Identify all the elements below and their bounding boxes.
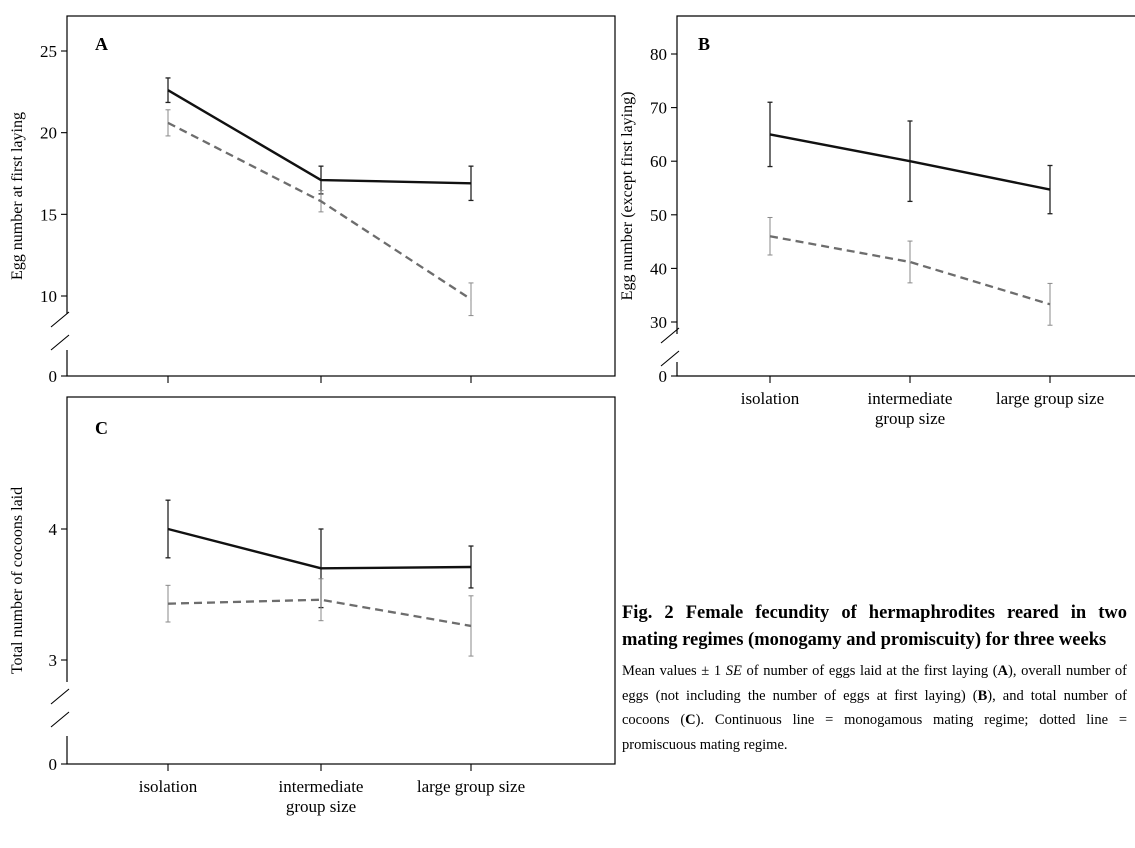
caption-text-5: ). Continuous line = monogamous mating r…	[622, 712, 1127, 753]
y-tick-label: 3	[49, 651, 58, 670]
panel-letter: A	[95, 34, 108, 54]
series-line-monogamous	[769, 133, 1051, 191]
series-line-promiscuous	[769, 235, 1051, 306]
series-line-promiscuous	[167, 121, 472, 301]
x-tick-label: large group size	[417, 777, 525, 796]
axis-break-slash	[50, 334, 70, 351]
x-tick-label: intermediate group size	[868, 389, 953, 428]
series-line-monogamous	[167, 527, 472, 570]
caption-text-4: ), and total number of cocoons (	[622, 687, 1127, 729]
axis-break-gap	[64, 314, 70, 350]
caption-title: Fig. 2 Female fecundity of hermaphrodite…	[622, 603, 1127, 650]
y-axis-label: Egg number (except first laying)	[619, 92, 636, 301]
y-tick-label: 70	[650, 99, 667, 118]
y-tick-label: 15	[40, 205, 57, 224]
caption-ref-b: B	[977, 687, 988, 704]
series-line-promiscuous	[167, 598, 472, 628]
y-tick-label: 80	[650, 45, 667, 64]
y-axis-label: Total number of cocoons laid	[9, 487, 26, 674]
axis-break-slash	[50, 688, 70, 705]
caption-ref-a: A	[997, 663, 1009, 679]
x-tick-label: isolation	[741, 389, 800, 408]
panel-letter: C	[95, 418, 108, 438]
caption-text-3: ), overall number of eggs (not including…	[622, 663, 1127, 704]
y-tick-label: 4	[49, 520, 58, 539]
y-tick-label: 20	[40, 124, 57, 143]
series-line-monogamous	[167, 89, 472, 185]
panel-a-chart: 0 10 15 20 25 Egg number at first laying A	[9, 15, 616, 386]
plot-frame	[66, 396, 616, 765]
plot-frame	[676, 15, 1135, 377]
axis-break-slash	[660, 350, 680, 367]
y-tick-label: 25	[40, 42, 57, 61]
axis-break-gap	[64, 682, 70, 736]
y-tick-label: 0	[659, 367, 668, 386]
panel-c-chart: 0 3 4 Total number of cocoons laid isolation…	[9, 396, 616, 816]
caption-body: Mean values ± 1 SE of number of eggs lai…	[622, 659, 1127, 757]
caption-text-2: of number of eggs laid at the first layi…	[741, 663, 998, 679]
y-tick-label: 60	[650, 152, 667, 171]
panel-b-chart: 0 30 40 50 60 70 80 Egg number (except first la…	[619, 15, 1135, 428]
caption-text-1: Mean values ± 1	[622, 663, 726, 679]
x-tick-label: isolation	[139, 777, 198, 796]
axis-break-slash	[50, 711, 70, 728]
x-tick-label: intermediate group size	[279, 777, 364, 816]
axis-break-slash	[50, 311, 70, 328]
caption-ref-c: C	[685, 712, 696, 728]
y-axis-label: Egg number at first laying	[9, 112, 26, 280]
x-tick-label: large group size	[996, 389, 1104, 408]
y-tick-label: 40	[650, 259, 667, 278]
y-tick-label: 0	[49, 755, 58, 774]
axis-break-slash	[660, 327, 680, 344]
caption-se: SE	[725, 663, 742, 679]
y-tick-label: 50	[650, 206, 667, 225]
panel-letter: B	[698, 34, 710, 54]
axis-break-gap	[674, 334, 680, 362]
figure-caption: Fig. 2 Female fecundity of hermaphrodite…	[622, 600, 1127, 757]
y-tick-label: 30	[650, 313, 667, 332]
y-tick-label: 10	[40, 287, 57, 306]
y-tick-label: 0	[49, 367, 58, 386]
plot-frame	[66, 15, 616, 377]
